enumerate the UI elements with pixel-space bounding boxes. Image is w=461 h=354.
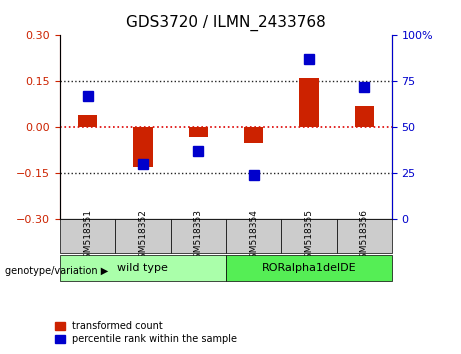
Text: GSM518355: GSM518355 bbox=[304, 209, 313, 264]
FancyBboxPatch shape bbox=[281, 219, 337, 253]
Bar bbox=[189, 127, 208, 137]
Text: GSM518353: GSM518353 bbox=[194, 209, 203, 264]
Text: genotype/variation ▶: genotype/variation ▶ bbox=[5, 266, 108, 276]
Text: wild type: wild type bbox=[118, 263, 168, 273]
Text: GSM518354: GSM518354 bbox=[249, 209, 258, 264]
Text: RORalpha1delDE: RORalpha1delDE bbox=[261, 263, 356, 273]
Title: GDS3720 / ILMN_2433768: GDS3720 / ILMN_2433768 bbox=[126, 15, 326, 31]
Text: GSM518351: GSM518351 bbox=[83, 209, 92, 264]
FancyBboxPatch shape bbox=[60, 219, 115, 253]
FancyBboxPatch shape bbox=[226, 219, 281, 253]
FancyBboxPatch shape bbox=[115, 219, 171, 253]
Text: GSM518352: GSM518352 bbox=[138, 209, 148, 264]
FancyBboxPatch shape bbox=[60, 255, 226, 281]
FancyBboxPatch shape bbox=[337, 219, 392, 253]
Bar bbox=[299, 78, 319, 127]
FancyBboxPatch shape bbox=[226, 255, 392, 281]
Text: GSM518356: GSM518356 bbox=[360, 209, 369, 264]
Bar bbox=[78, 115, 97, 127]
Bar bbox=[355, 106, 374, 127]
Bar bbox=[244, 127, 263, 143]
Bar bbox=[133, 127, 153, 167]
FancyBboxPatch shape bbox=[171, 219, 226, 253]
Legend: transformed count, percentile rank within the sample: transformed count, percentile rank withi… bbox=[51, 318, 241, 348]
